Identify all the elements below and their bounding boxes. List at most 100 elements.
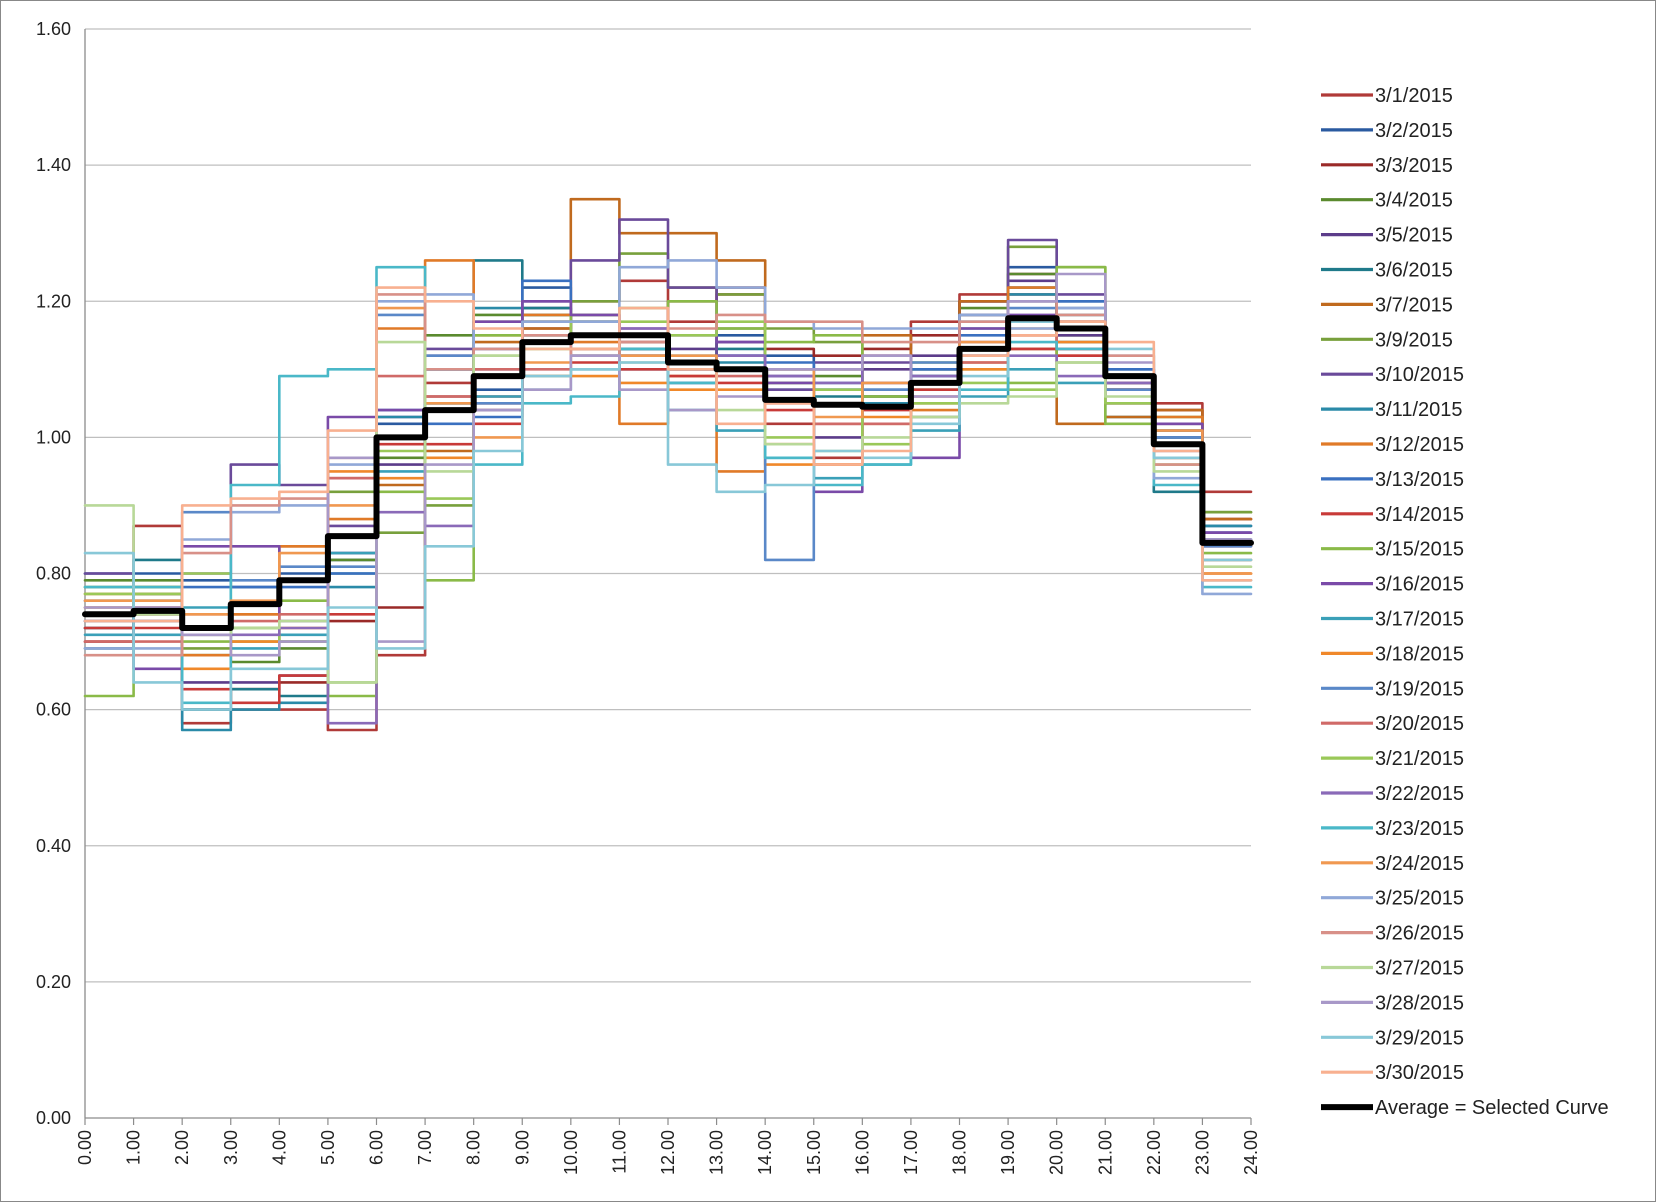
x-tick-label: 20.00 [1047, 1130, 1067, 1175]
series-line [83, 320, 1253, 711]
legend-label: 3/18/2015 [1375, 643, 1464, 665]
legend: 3/1/2015 3/2/2015 3/3/2015 3/4/2015 3/5/2015… [1321, 85, 1609, 1119]
legend-label: 3/29/2015 [1375, 1027, 1464, 1049]
y-tick-label: 0.00 [36, 1108, 71, 1128]
legend-label: 3/20/2015 [1375, 713, 1464, 735]
y-tick-label: 1.20 [36, 291, 71, 311]
axes: 0.00 0.20 0.40 0.60 0.80 1.00 1.20 1.40 1.60 0.00… [36, 19, 1261, 1175]
legend-item: 3/26/2015 [1321, 923, 1464, 945]
x-tick-label: 6.00 [367, 1130, 387, 1165]
x-tick-label: 15.00 [804, 1130, 824, 1175]
legend-label: 3/4/2015 [1375, 190, 1453, 212]
x-tick-label: 21.00 [1095, 1130, 1115, 1175]
x-tick-label: 11.00 [609, 1130, 629, 1174]
legend-item: 3/4/2015 [1321, 190, 1453, 212]
legend-item: 3/10/2015 [1321, 364, 1464, 386]
legend-item: 3/14/2015 [1321, 504, 1464, 526]
legend-item: 3/28/2015 [1321, 992, 1464, 1014]
legend-label: 3/9/2015 [1375, 329, 1453, 351]
legend-label: 3/15/2015 [1375, 539, 1464, 561]
legend-label: 3/17/2015 [1375, 609, 1464, 631]
legend-label: 3/5/2015 [1375, 225, 1453, 247]
legend-label: 3/27/2015 [1375, 958, 1464, 980]
legend-label: 3/11/2015 [1375, 399, 1463, 421]
legend-label: 3/21/2015 [1375, 748, 1464, 770]
x-tick-label: 16.00 [852, 1130, 872, 1175]
x-tick-label: 7.00 [415, 1130, 435, 1165]
y-tick-label: 1.40 [36, 155, 71, 175]
x-tick-label: 1.00 [124, 1130, 144, 1165]
series-lines [83, 197, 1253, 732]
legend-label: 3/12/2015 [1375, 434, 1464, 456]
legend-label: 3/24/2015 [1375, 853, 1464, 875]
x-tick-label: 23.00 [1192, 1130, 1212, 1175]
legend-item: 3/11/2015 [1321, 399, 1463, 421]
average-line-layer [82, 315, 1254, 631]
x-tick-label: 5.00 [318, 1130, 338, 1165]
x-tick-label: 17.00 [901, 1130, 921, 1175]
legend-item: 3/24/2015 [1321, 853, 1464, 875]
x-tick-label: 3.00 [221, 1130, 241, 1165]
legend-label: 3/6/2015 [1375, 260, 1453, 282]
legend-item: 3/25/2015 [1321, 888, 1464, 910]
y-tick-label: 0.20 [36, 972, 71, 992]
legend-label: 3/14/2015 [1375, 504, 1464, 526]
legend-item: 3/6/2015 [1321, 260, 1453, 282]
legend-item: 3/1/2015 [1321, 85, 1453, 107]
legend-label: 3/19/2015 [1375, 678, 1464, 700]
x-tick-label: 10.00 [561, 1130, 581, 1175]
legend-item: 3/17/2015 [1321, 609, 1464, 631]
legend-label: 3/7/2015 [1375, 294, 1453, 316]
legend-item: 3/2/2015 [1321, 120, 1453, 142]
y-tick-label: 0.80 [36, 564, 71, 584]
legend-label: 3/26/2015 [1375, 923, 1464, 945]
series-line-average [82, 315, 1254, 631]
legend-item: 3/30/2015 [1321, 1062, 1464, 1084]
legend-item: 3/29/2015 [1321, 1027, 1464, 1049]
x-tick-label: 24.00 [1241, 1130, 1261, 1175]
y-tick-label: 1.00 [36, 427, 71, 447]
legend-item: 3/23/2015 [1321, 818, 1464, 840]
x-tick-label: 19.00 [998, 1130, 1018, 1175]
x-tick-label: 4.00 [269, 1130, 289, 1165]
x-tick-label: 2.00 [172, 1130, 192, 1165]
legend-label: 3/1/2015 [1375, 85, 1453, 107]
x-tick-label: 9.00 [512, 1130, 532, 1165]
x-tick-label: 0.00 [75, 1130, 95, 1165]
legend-item: 3/20/2015 [1321, 713, 1464, 735]
legend-item: 3/16/2015 [1321, 574, 1464, 596]
legend-item: 3/27/2015 [1321, 958, 1464, 980]
y-tick-label: 0.40 [36, 836, 71, 856]
legend-item: 3/5/2015 [1321, 225, 1453, 247]
legend-label: Average = Selected Curve [1375, 1097, 1609, 1119]
x-tick-label: 13.00 [707, 1130, 727, 1175]
legend-label: 3/30/2015 [1375, 1062, 1464, 1084]
x-tick-label: 14.00 [755, 1130, 775, 1175]
y-tick-label: 0.60 [36, 700, 71, 720]
legend-item: 3/9/2015 [1321, 329, 1453, 351]
legend-item: 3/12/2015 [1321, 434, 1464, 456]
legend-label: 3/3/2015 [1375, 155, 1453, 177]
x-tick-label: 12.00 [658, 1130, 678, 1175]
legend-label: 3/10/2015 [1375, 364, 1464, 386]
legend-item: Average = Selected Curve [1321, 1097, 1609, 1119]
legend-item: 3/19/2015 [1321, 678, 1464, 700]
legend-item: 3/7/2015 [1321, 294, 1453, 316]
x-tick-label: 22.00 [1144, 1130, 1164, 1175]
x-tick-label: 8.00 [464, 1130, 484, 1165]
legend-label: 3/13/2015 [1375, 469, 1464, 491]
legend-item: 3/22/2015 [1321, 783, 1464, 805]
legend-label: 3/25/2015 [1375, 888, 1464, 910]
legend-label: 3/28/2015 [1375, 992, 1464, 1014]
legend-label: 3/22/2015 [1375, 783, 1464, 805]
legend-item: 3/15/2015 [1321, 539, 1464, 561]
legend-label: 3/16/2015 [1375, 574, 1464, 596]
legend-label: 3/23/2015 [1375, 818, 1464, 840]
legend-item: 3/18/2015 [1321, 643, 1464, 665]
legend-label: 3/2/2015 [1375, 120, 1453, 142]
legend-item: 3/3/2015 [1321, 155, 1453, 177]
x-tick-label: 18.00 [950, 1130, 970, 1175]
legend-item: 3/13/2015 [1321, 469, 1464, 491]
